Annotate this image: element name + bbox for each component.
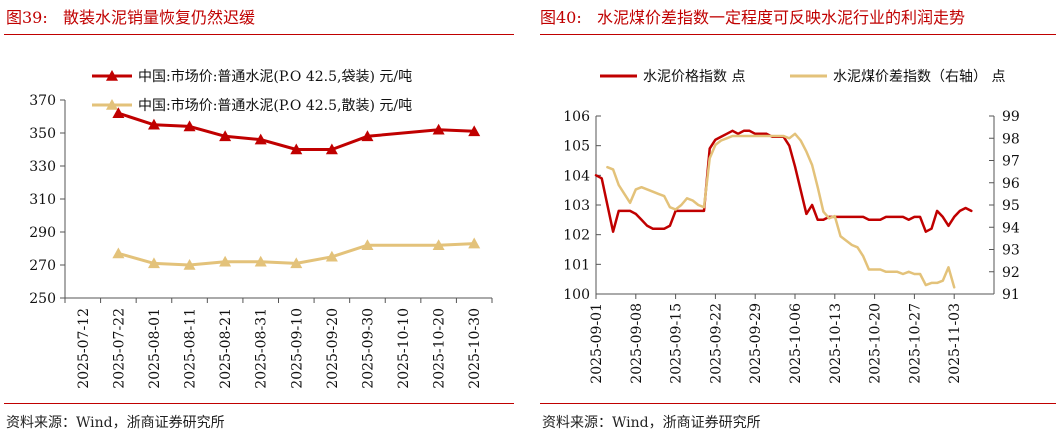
data-point-s2 — [290, 257, 303, 269]
data-point-s2 — [432, 239, 445, 250]
figure-39-title-text: 散装水泥销量恢复仍然迟缓 — [63, 8, 256, 27]
y-tick-label: 250 — [29, 291, 56, 307]
x-tick-label: 2025-08-21 — [218, 308, 234, 389]
data-point-s1 — [147, 118, 160, 130]
right-y-tick-label: 93 — [1002, 243, 1020, 259]
data-point-s1 — [468, 125, 481, 137]
figure-40-label: 图40: — [540, 8, 582, 27]
data-point-s2 — [147, 257, 160, 269]
series-line-2 — [116, 242, 476, 267]
data-point-s2 — [219, 255, 232, 267]
figure-39-source: 资料来源：Wind，浙商证券研究所 — [6, 415, 225, 431]
figure-40-title-text: 水泥煤价差指数一定程度可反映水泥行业的利润走势 — [597, 8, 966, 27]
x-tick-label: 2025-09-08 — [629, 303, 645, 384]
x-tick-label: 2025-09-22 — [708, 303, 724, 384]
title-rule-right — [540, 34, 1056, 35]
y-tick-label: 330 — [29, 159, 56, 175]
data-point-s1 — [254, 133, 267, 145]
y-tick-label: 270 — [29, 258, 56, 274]
right-y-tick-label: 98 — [1002, 131, 1020, 147]
x-tick-label: 2025-09-01 — [589, 303, 605, 384]
right-y-tick-label: 92 — [1002, 265, 1020, 281]
legend-marker-2 — [106, 99, 118, 110]
legend-label-2: 中国:市场价:普通水泥(P.O 42.5,散装) 元/吨 — [138, 97, 412, 114]
right-y-tick-label: 94 — [1002, 220, 1020, 236]
data-point-s2 — [254, 255, 267, 267]
right-y-tick-label: 91 — [1002, 287, 1020, 303]
data-point-s1 — [219, 130, 232, 142]
x-tick-label: 2025-09-20 — [325, 308, 341, 389]
x-tick-label: 2025-07-12 — [76, 308, 92, 389]
x-tick-label: 2025-10-13 — [828, 303, 844, 384]
figure-39-label: 图39: — [6, 8, 48, 27]
x-tick-label: 2025-10-20 — [432, 308, 448, 389]
y-tick-label: 370 — [29, 93, 56, 109]
x-tick-label: 2025-10-30 — [467, 308, 483, 389]
x-tick-label: 2025-07-22 — [111, 308, 127, 389]
x-tick-label: 2025-10-06 — [788, 303, 804, 384]
right-y-tick-label: 96 — [1002, 176, 1020, 192]
left-y-tick-label: 104 — [563, 168, 590, 184]
legend-label-1: 水泥价格指数 点 — [643, 69, 745, 85]
legend-marker-1 — [106, 70, 118, 81]
cement-price-chart: 250 270 290 310 330 350 370 2025-07-12 2025-07-2… — [29, 68, 493, 389]
y-tick-label: 290 — [29, 225, 56, 241]
data-point-s1 — [290, 143, 303, 155]
left-y-tick-label: 102 — [563, 228, 590, 244]
x-tick-label: 2025-09-30 — [360, 308, 376, 389]
data-point-s1 — [325, 143, 338, 155]
x-tick-label: 2025-08-31 — [254, 308, 270, 389]
data-point-s1 — [432, 123, 445, 135]
left-y-tick-label: 106 — [563, 109, 590, 125]
y-tick-label: 350 — [29, 126, 56, 142]
x-tick-label: 2025-09-29 — [748, 303, 764, 384]
x-tick-label: 2025-11-03 — [947, 303, 963, 384]
data-point-s2 — [112, 247, 125, 259]
x-tick-label: 2025-08-01 — [147, 308, 163, 389]
x-tick-label: 2025-08-11 — [183, 308, 199, 389]
figure-39-title: 图39: 散装水泥销量恢复仍然迟缓 — [6, 4, 255, 28]
series-line-1 — [116, 111, 476, 151]
series-line-1 — [594, 129, 973, 233]
x-tick-label: 2025-10-20 — [868, 303, 884, 384]
data-point-s1 — [183, 120, 196, 132]
x-tick-label: 2025-10-10 — [396, 308, 412, 389]
legend-label-2: 水泥煤价差指数（右轴） 点 — [833, 69, 1005, 85]
data-point-s1 — [112, 107, 125, 118]
data-point-s2 — [468, 237, 481, 249]
figure-40-title: 图40: 水泥煤价差指数一定程度可反映水泥行业的利润走势 — [540, 4, 965, 28]
data-point-s2 — [361, 239, 374, 250]
left-y-tick-label: 103 — [563, 198, 590, 214]
source-rule-left — [4, 403, 514, 404]
x-tick-label: 2025-09-15 — [669, 303, 685, 384]
y-tick-label: 310 — [29, 192, 56, 208]
legend-label-1: 中国:市场价:普通水泥(P.O 42.5,袋装) 元/吨 — [138, 68, 412, 85]
data-point-s2 — [325, 250, 338, 262]
series-line-2 — [606, 132, 956, 289]
figure-40-source: 资料来源：Wind，浙商证券研究所 — [542, 415, 761, 431]
title-rule-left — [4, 34, 514, 35]
left-y-tick-label: 101 — [563, 257, 590, 273]
x-tick-label: 2025-10-27 — [907, 303, 923, 384]
data-point-s2 — [183, 259, 196, 270]
left-y-tick-label: 100 — [563, 287, 590, 303]
source-rule-right — [540, 403, 1056, 404]
data-point-s1 — [361, 130, 374, 142]
right-y-tick-label: 95 — [1002, 198, 1020, 214]
right-y-tick-label: 97 — [1002, 154, 1020, 170]
right-y-tick-label: 99 — [1002, 109, 1020, 125]
left-y-tick-label: 105 — [563, 139, 590, 155]
x-tick-label: 2025-09-10 — [289, 308, 305, 389]
